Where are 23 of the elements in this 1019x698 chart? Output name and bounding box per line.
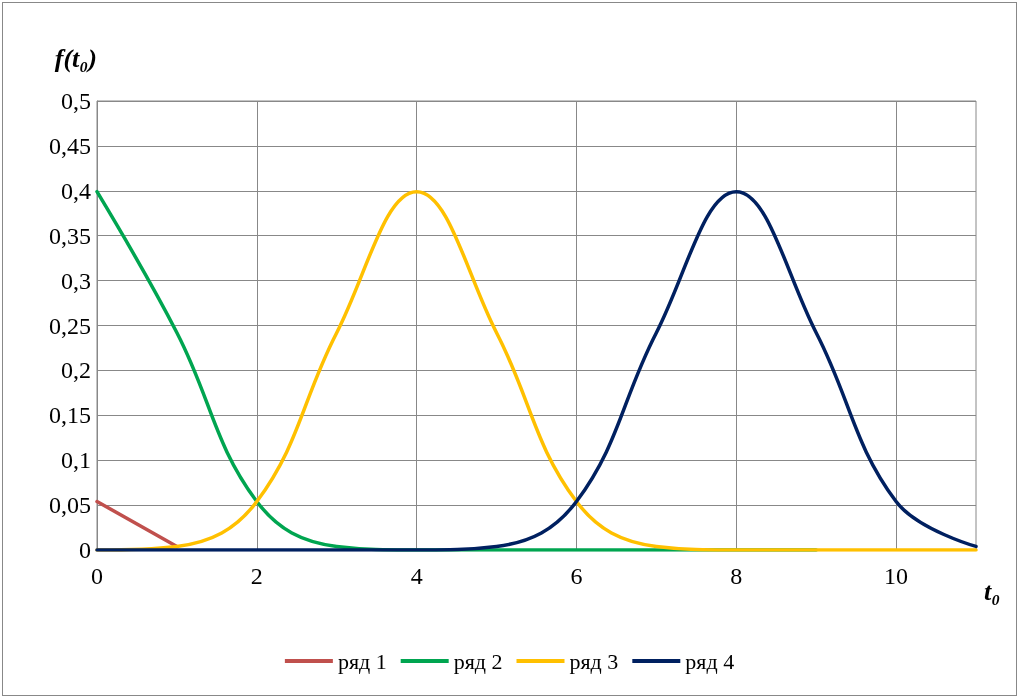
y-tick-label: 0,1: [61, 447, 91, 474]
x-tick-label: 10: [884, 563, 909, 589]
y-tick-label: 0,4: [61, 177, 91, 204]
legend-label: ряд 3: [569, 648, 619, 674]
y-tick-label: 0,15: [49, 402, 91, 429]
y-tick-label: 0,2: [61, 357, 91, 384]
y-tick-label: 0,45: [49, 132, 91, 159]
x-tick-label: 2: [250, 563, 263, 589]
x-tick-label: 8: [730, 563, 743, 589]
y-tick-label: 0: [79, 537, 91, 563]
y-tick-label: 0,05: [49, 492, 91, 519]
y-tick-label: 0,25: [49, 312, 91, 339]
legend-label: ряд 4: [685, 648, 735, 674]
x-axis-title: t₀: [984, 576, 1001, 606]
line-series: [95, 189, 978, 552]
x-tick-label: 6: [570, 563, 583, 589]
legend-label: ряд 2: [453, 648, 503, 674]
y-axis-title: f(t₀): [54, 43, 97, 73]
y-tick-label: 0,35: [49, 222, 91, 249]
x-tick-label: 4: [410, 563, 423, 589]
y-tick-label: 0,5: [61, 88, 91, 114]
y-tick-label: 0,3: [61, 267, 91, 294]
legend-label: ряд 1: [337, 648, 387, 674]
